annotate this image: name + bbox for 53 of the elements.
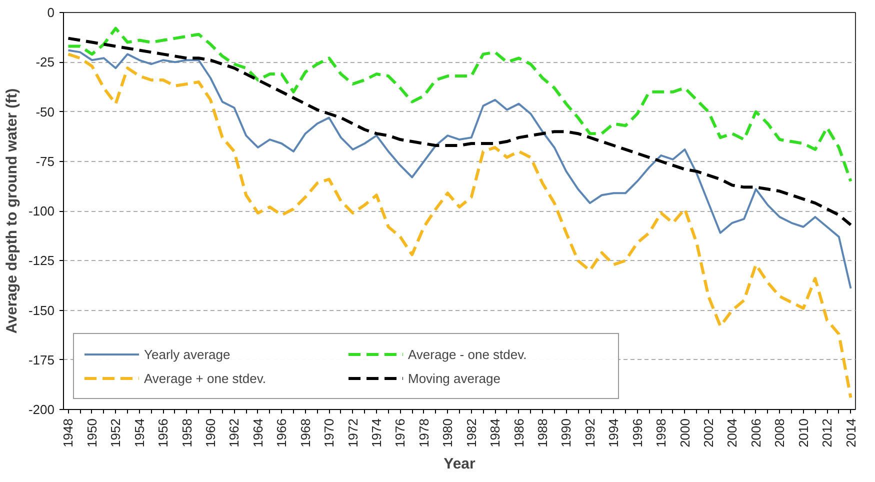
line-series <box>66 52 852 400</box>
x-tick-label: 1972 <box>345 418 360 448</box>
y-tick-label: -150 <box>28 302 55 318</box>
x-tick-label: 1948 <box>60 418 76 448</box>
x-tick-label: 1998 <box>654 418 669 448</box>
x-tick-label: 1952 <box>108 418 124 448</box>
legend-label: Average + one stdev. <box>144 370 268 386</box>
x-tick-label: 1986 <box>511 418 526 448</box>
legend-label: Moving average <box>408 370 502 386</box>
x-tick-label: 1968 <box>298 418 313 448</box>
line-series <box>66 36 852 226</box>
x-tick-label: 2002 <box>700 418 716 448</box>
x-tick-label: 2000 <box>677 418 692 448</box>
y-tick-label: -200 <box>28 402 55 417</box>
x-tick-label: 2008 <box>772 418 788 448</box>
x-tick-label: 1980 <box>440 418 456 448</box>
y-tick-label: -100 <box>28 204 55 218</box>
x-tick-label: 1994 <box>606 418 622 448</box>
x-tick-label: 2006 <box>748 418 764 448</box>
y-tick-label: -175 <box>28 352 55 368</box>
x-tick-label: 2014 <box>843 418 858 448</box>
y-tick-label: -75 <box>36 154 55 169</box>
x-tick-label: 1970 <box>322 418 337 448</box>
legend-label: Yearly average <box>144 346 232 362</box>
x-tick-label: 1954 <box>132 418 147 448</box>
x-tick-label: 1988 <box>534 418 550 448</box>
y-tick-label: 0 <box>47 5 55 20</box>
x-tick-label: 2012 <box>820 418 835 448</box>
x-tick-label: 1966 <box>274 418 290 448</box>
line-series <box>66 26 852 183</box>
x-tick-label: 1982 <box>464 418 479 448</box>
x-tick-label: 2004 <box>724 418 740 448</box>
y-axis-title: Average depth to ground water (ft) <box>3 88 20 334</box>
x-tick-label: 1984 <box>488 418 503 448</box>
x-tick-label: 1964 <box>250 418 266 448</box>
x-tick-label: 1960 <box>203 418 218 448</box>
x-tick-label: 1992 <box>582 418 598 448</box>
x-tick-label: 1976 <box>392 418 408 448</box>
legend-label: Average - one stdev. <box>408 346 528 362</box>
x-tick-label: 2010 <box>796 418 811 448</box>
x-tick-label: 1978 <box>416 418 432 448</box>
y-tick-label: -125 <box>28 253 55 268</box>
line-series <box>67 49 852 290</box>
x-tick-label: 1962 <box>226 418 242 448</box>
x-tick-label: 1974 <box>369 418 384 448</box>
x-axis-title: Year <box>444 455 476 472</box>
x-tick-label: 1990 <box>558 418 574 448</box>
y-tick-label: -25 <box>36 54 55 70</box>
y-tick-label: -50 <box>36 104 55 120</box>
x-tick-label: 1950 <box>84 418 100 448</box>
x-tick-label: 1996 <box>630 418 645 448</box>
x-tick-label: 1956 <box>156 418 171 448</box>
x-tick-label: 1958 <box>179 418 194 448</box>
